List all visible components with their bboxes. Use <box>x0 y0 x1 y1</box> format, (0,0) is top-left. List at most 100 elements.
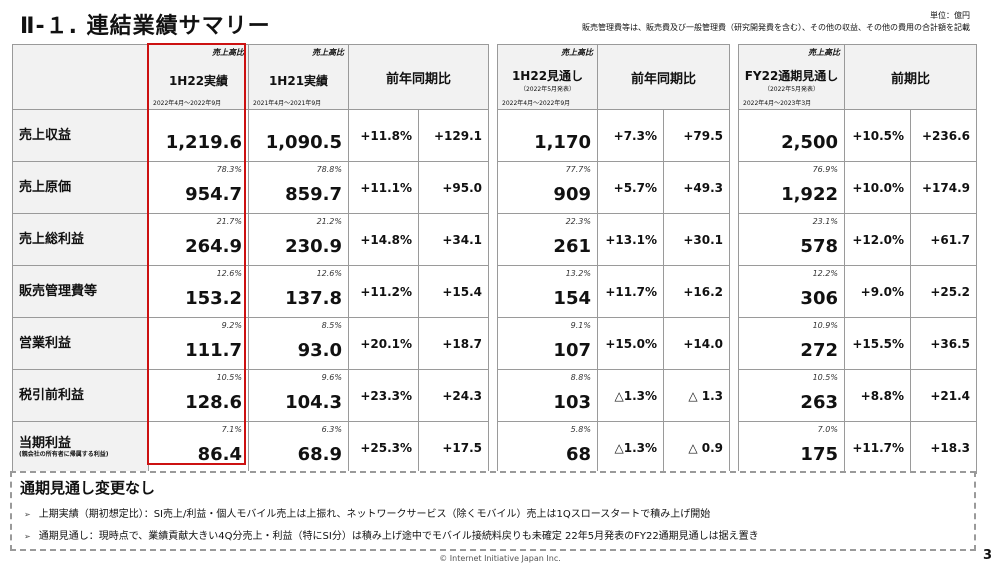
value-1h22-forecast: 22.3% 261 <box>497 213 598 266</box>
yoy-amount: +17.5 <box>417 421 490 474</box>
yoy-percent: +20.1% <box>348 317 419 370</box>
amount: 153.2 <box>185 288 242 309</box>
page-title: Ⅱ-１. 連結業績サマリー <box>20 14 271 39</box>
amount: 263 <box>800 392 838 413</box>
value-1h22-forecast: 77.7% 909 <box>497 161 598 214</box>
row-label-text: 売上収益 <box>19 128 72 143</box>
table-row: 売上原価 78.3% 954.7 78.8% 859.7 +11.1% +95.0 <box>12 161 490 214</box>
sales-ratio: 12.6% <box>316 269 342 278</box>
row-label-text: 税引前利益 <box>19 388 85 403</box>
value-fy22-forecast: 10.9% 272 <box>738 317 845 370</box>
row-label-text: 当期利益 <box>19 436 72 451</box>
amount: 1,219.6 <box>165 132 242 153</box>
sales-ratio: 21.2% <box>316 217 342 226</box>
column-note: （2022年5月発表） <box>763 86 820 93</box>
sales-ratio: 12.2% <box>812 269 838 278</box>
table-row: 13.2% 154 +11.7% +16.2 <box>497 265 731 318</box>
amount: 68.9 <box>297 444 342 465</box>
value-1h22-actual: 21.7% 264.9 <box>148 213 249 266</box>
amount: 104.3 <box>285 392 342 413</box>
sales-ratio: 8.5% <box>321 321 342 330</box>
sales-ratio: 9.1% <box>570 321 591 330</box>
value-fy22-forecast: 10.5% 263 <box>738 369 845 422</box>
table-row: 10.5% 263 +8.8% +21.4 <box>738 369 978 422</box>
column-period: 2022年4月～2022年9月 <box>502 100 571 107</box>
row-label-subtext: (親会社の所有者に帰属する利益) <box>19 451 109 458</box>
value-fy22-forecast: 76.9% 1,922 <box>738 161 845 214</box>
table-row: 10.9% 272 +15.5% +36.5 <box>738 317 978 370</box>
header-1h22-actual: 売上高比 1H22実績 2022年4月～2022年9月 <box>148 44 249 110</box>
vs-prior-amount: +61.7 <box>909 213 978 266</box>
sales-ratio-tag: 売上高比 <box>561 48 593 57</box>
amount: 261 <box>553 236 591 257</box>
row-label: 税引前利益 <box>12 369 149 422</box>
value-fy22-forecast: 7.0% 175 <box>738 421 845 474</box>
amount: 86.4 <box>197 444 242 465</box>
table-row: 販売管理費等 12.6% 153.2 12.6% 137.8 +11.2% +15.4 <box>12 265 490 318</box>
yoy-amount: +129.1 <box>417 109 490 162</box>
row-label-text: 営業利益 <box>19 336 72 351</box>
column-name: 1H22見通し <box>511 69 584 83</box>
notes-title: 通期見通し変更なし <box>20 479 156 497</box>
value-1h22-forecast: 1,170 <box>497 109 598 162</box>
yoy-percent: +14.8% <box>348 213 419 266</box>
value-1h21-actual: 6.3% 68.9 <box>248 421 349 474</box>
row-label: 販売管理費等 <box>12 265 149 318</box>
yoy-amount: +18.7 <box>417 317 490 370</box>
yoy-percent: +23.3% <box>348 369 419 422</box>
table-row: 76.9% 1,922 +10.0% +174.9 <box>738 161 978 214</box>
value-1h21-actual: 9.6% 104.3 <box>248 369 349 422</box>
bullet-arrow-icon: ➢ <box>24 532 31 541</box>
vs-prior-percent: +11.7% <box>844 421 911 474</box>
results-table-actual: 売上高比 1H22実績 2022年4月～2022年9月 売上高比 1H21実績 … <box>12 44 490 474</box>
results-table-full-forecast: 売上高比 FY22通期見通し （2022年5月発表） 2022年4月～2023年… <box>738 44 978 474</box>
row-label: 当期利益 (親会社の所有者に帰属する利益) <box>12 421 149 474</box>
yoy-amount: △ 0.9 <box>662 421 731 474</box>
amount: 272 <box>800 340 838 361</box>
table-row: 1,170 +7.3% +79.5 <box>497 109 731 162</box>
yoy-amount: +79.5 <box>662 109 731 162</box>
amount: 175 <box>800 444 838 465</box>
amount: 1,922 <box>781 184 838 205</box>
unit-label: 単位：億円 <box>930 11 970 20</box>
value-fy22-forecast: 2,500 <box>738 109 845 162</box>
amount: 230.9 <box>285 236 342 257</box>
header-yoy: 前年同期比 <box>347 44 490 110</box>
value-1h22-actual: 12.6% 153.2 <box>148 265 249 318</box>
row-label: 売上総利益 <box>12 213 149 266</box>
amount: 909 <box>553 184 591 205</box>
table-row: 売上総利益 21.7% 264.9 21.2% 230.9 +14.8% +34.1 <box>12 213 490 266</box>
amount: 264.9 <box>185 236 242 257</box>
yoy-percent: +7.3% <box>597 109 664 162</box>
vs-prior-amount: +18.3 <box>909 421 978 474</box>
sales-ratio: 77.7% <box>565 165 591 174</box>
table-row: 77.7% 909 +5.7% +49.3 <box>497 161 731 214</box>
table-row: 22.3% 261 +13.1% +30.1 <box>497 213 731 266</box>
copyright-footer: © Internet Initiative Japan Inc. <box>439 554 561 563</box>
vs-prior-percent: +9.0% <box>844 265 911 318</box>
table-row: 12.2% 306 +9.0% +25.2 <box>738 265 978 318</box>
value-1h22-actual: 1,219.6 <box>148 109 249 162</box>
amount: 103 <box>553 392 591 413</box>
vs-prior-amount: +25.2 <box>909 265 978 318</box>
vs-prior-percent: +8.8% <box>844 369 911 422</box>
row-label: 売上原価 <box>12 161 149 214</box>
vs-prior-amount: +236.6 <box>909 109 978 162</box>
yoy-percent: +13.1% <box>597 213 664 266</box>
amount: 128.6 <box>185 392 242 413</box>
value-1h22-actual: 10.5% 128.6 <box>148 369 249 422</box>
table-row: 8.8% 103 △1.3% △ 1.3 <box>497 369 731 422</box>
column-name: 1H21実績 <box>268 73 329 88</box>
column-period: 2021年4月～2021年9月 <box>253 100 322 107</box>
column-period: 2022年4月～2023年3月 <box>743 100 812 107</box>
unit-note: 販売管理費等は、販売費及び一般管理費（研究開発費を含む）、その他の収益、その他の… <box>582 23 970 32</box>
row-label-text: 売上総利益 <box>19 232 85 247</box>
sales-ratio: 10.5% <box>812 373 838 382</box>
sales-ratio: 10.9% <box>812 321 838 330</box>
value-1h22-actual: 7.1% 86.4 <box>148 421 249 474</box>
amount: 306 <box>800 288 838 309</box>
column-note: （2022年5月発表） <box>519 86 576 93</box>
sales-ratio: 10.5% <box>216 373 242 382</box>
sales-ratio: 8.8% <box>570 373 591 382</box>
table-row: 9.1% 107 +15.0% +14.0 <box>497 317 731 370</box>
